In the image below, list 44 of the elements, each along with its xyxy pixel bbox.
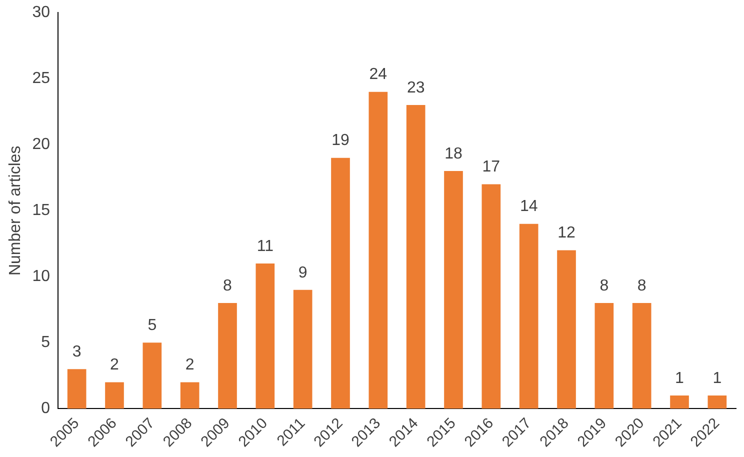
bar bbox=[406, 105, 426, 409]
bar bbox=[557, 250, 576, 409]
bar bbox=[594, 303, 614, 409]
y-tick-label: 15 bbox=[32, 202, 50, 220]
y-tick-label: 10 bbox=[32, 268, 50, 286]
data-label: 9 bbox=[298, 264, 308, 282]
data-label: 2 bbox=[110, 356, 120, 374]
data-label: 8 bbox=[600, 277, 609, 294]
bar bbox=[256, 263, 275, 409]
data-label: 17 bbox=[482, 158, 500, 176]
data-label: 3 bbox=[72, 343, 82, 360]
bar bbox=[67, 369, 86, 409]
y-tick-label: 25 bbox=[32, 70, 50, 88]
y-tick-label: 0 bbox=[41, 400, 50, 418]
data-label: 8 bbox=[637, 277, 646, 294]
bar bbox=[519, 224, 538, 409]
y-tick-label: 5 bbox=[41, 334, 50, 352]
data-label: 23 bbox=[406, 79, 425, 96]
bar bbox=[368, 92, 388, 409]
bar bbox=[670, 395, 689, 409]
bar bbox=[180, 382, 200, 409]
data-label: 8 bbox=[223, 277, 232, 294]
bar bbox=[331, 158, 350, 409]
data-label: 19 bbox=[332, 132, 350, 150]
y-tick-label: 30 bbox=[32, 4, 50, 22]
bar bbox=[482, 184, 501, 409]
y-axis-title: Number of articles bbox=[7, 146, 24, 276]
bar bbox=[218, 303, 237, 409]
data-label: 5 bbox=[148, 317, 157, 334]
data-label: 11 bbox=[256, 238, 274, 255]
data-label: 18 bbox=[444, 145, 462, 162]
data-label: 1 bbox=[675, 370, 684, 387]
bar bbox=[142, 342, 162, 409]
data-label: 12 bbox=[558, 224, 576, 242]
data-label: 14 bbox=[520, 198, 538, 216]
y-tick-label: 20 bbox=[32, 136, 50, 154]
bar bbox=[632, 303, 652, 409]
bar bbox=[105, 382, 124, 409]
bar bbox=[444, 171, 463, 409]
data-label: 24 bbox=[369, 66, 388, 84]
bar bbox=[293, 290, 312, 409]
bar bbox=[708, 395, 727, 409]
data-label: 2 bbox=[185, 356, 194, 374]
data-label: 1 bbox=[712, 370, 722, 387]
